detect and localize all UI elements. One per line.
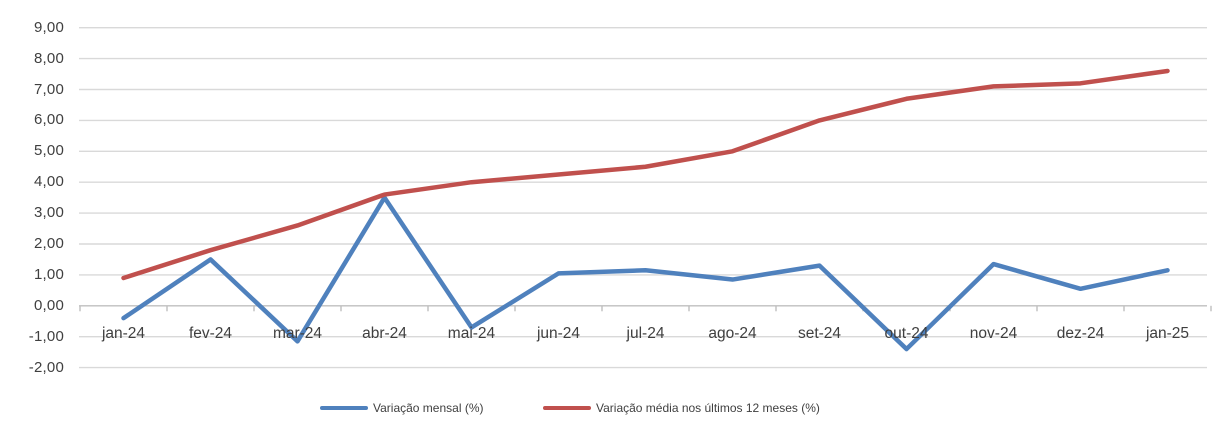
y-axis-tick-label: 7,00 <box>34 80 64 98</box>
x-axis-tick-label: mai-24 <box>447 325 496 342</box>
x-axis-tick-label: abr-24 <box>362 325 407 342</box>
series-line-variacao-mensal <box>121 195 1170 352</box>
legend-label-variacao-mensal: Variação mensal (%) <box>373 401 484 415</box>
y-axis-tick-label: 6,00 <box>34 111 64 129</box>
y-axis-tick-label: 9,00 <box>34 18 64 36</box>
x-axis-tick-label: ago-24 <box>708 325 757 342</box>
legend-marker-red-line <box>543 405 591 411</box>
series-line-variacao-media-12-meses <box>121 68 1170 281</box>
x-axis-tick-label: jan-24 <box>101 325 146 342</box>
y-axis-tick-label: 3,00 <box>34 204 64 222</box>
y-axis-tick-label: 2,00 <box>34 235 64 252</box>
legend-label-variacao-media-12-meses: Variação média nos últimos 12 meses (%) <box>596 401 820 415</box>
x-axis-tick-label: mar-24 <box>272 325 323 342</box>
x-axis-tick-label: jun-24 <box>536 325 581 342</box>
x-axis-tick-label: set-24 <box>797 325 842 342</box>
y-axis-tick-label: 1,00 <box>34 265 64 283</box>
x-axis-tick-label: out-24 <box>884 325 929 342</box>
x-axis-tick-label: nov-24 <box>969 325 1018 342</box>
x-axis-tick-label: fev-24 <box>188 325 233 342</box>
y-axis-tick-label: 5,00 <box>34 142 64 160</box>
y-axis-tick-label: 4,00 <box>34 173 64 191</box>
y-axis-tick-label: 0,00 <box>34 296 64 314</box>
x-axis-tick-label: jul-24 <box>626 325 665 342</box>
legend-marker-blue-line <box>320 405 368 411</box>
x-axis-tick-label: dez-24 <box>1056 325 1105 342</box>
legend-item-variacao-media-12-meses: Variação média nos últimos 12 meses (%) <box>543 399 820 417</box>
y-axis-tick-label: -2,00 <box>28 358 64 376</box>
legend-item-variacao-mensal: Variação mensal (%) <box>320 399 483 417</box>
y-axis-tick-label: -1,00 <box>28 327 64 345</box>
y-axis-tick-label: 8,00 <box>34 49 64 67</box>
legend: Variação mensal (%) Variação média nos ú… <box>0 399 1224 417</box>
x-axis-tick-label: jan-25 <box>1145 325 1190 342</box>
